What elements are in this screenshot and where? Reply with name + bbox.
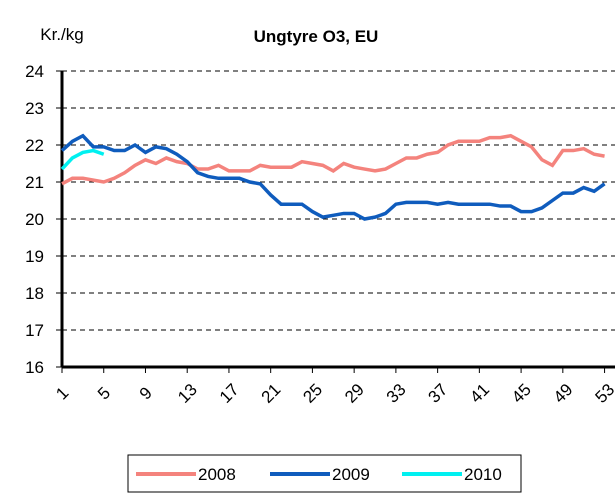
x-tick-label: 33 [383, 380, 410, 407]
legend-label: 2009 [332, 465, 370, 484]
y-tick-label: 24 [25, 62, 44, 81]
legend-label: 2010 [464, 465, 502, 484]
x-tick-label: 45 [508, 380, 535, 407]
y-tick-label: 21 [25, 173, 44, 192]
chart-title: Ungtyre O3, EU [254, 27, 379, 46]
x-tick-label: 17 [216, 380, 243, 407]
x-tick-label: 29 [341, 380, 368, 407]
y-axis-label: Kr./kg [40, 25, 83, 44]
y-tick-label: 19 [25, 247, 44, 266]
line-series [60, 133, 606, 221]
x-tick-label: 37 [425, 380, 452, 407]
x-tick-label: 25 [299, 380, 326, 407]
x-tick-label: 5 [94, 383, 114, 403]
y-tick-label: 20 [25, 210, 44, 229]
line-series [60, 148, 105, 171]
y-tick-label: 17 [25, 321, 44, 340]
x-tick-label: 1 [52, 383, 72, 403]
x-tick-label: 21 [258, 380, 285, 407]
x-tick-label: 13 [174, 380, 201, 407]
y-tick-label: 18 [25, 284, 44, 303]
line-series [61, 133, 605, 186]
legend-label: 2008 [198, 465, 236, 484]
y-tick-label: 23 [25, 99, 44, 118]
y-tick-label: 16 [25, 358, 44, 377]
x-tick-label: 41 [466, 380, 493, 407]
y-tick-label: 22 [25, 136, 44, 155]
x-tick-label: 49 [550, 380, 577, 407]
x-tick-label: 53 [592, 380, 615, 407]
x-tick-label: 9 [136, 383, 156, 403]
